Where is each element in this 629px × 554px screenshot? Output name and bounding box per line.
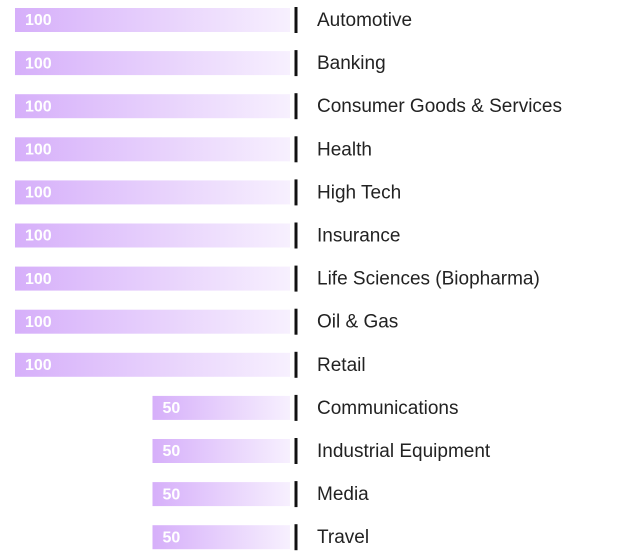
bar xyxy=(152,395,290,420)
category-label: Consumer Goods & Services xyxy=(317,96,562,117)
separator xyxy=(294,308,298,335)
value-label: 50 xyxy=(163,486,181,503)
category-label: High Tech xyxy=(317,182,401,203)
category-label: Health xyxy=(317,139,372,160)
bar xyxy=(15,94,290,119)
separator xyxy=(294,351,298,378)
value-label: 100 xyxy=(25,98,52,115)
separator xyxy=(294,7,298,33)
value-label: 100 xyxy=(25,228,52,245)
category-label: Automotive xyxy=(317,10,412,31)
category-label: Media xyxy=(317,484,369,505)
bar xyxy=(15,137,290,162)
category-label: Communications xyxy=(317,398,459,419)
value-label: 100 xyxy=(25,185,52,202)
separator xyxy=(294,265,298,292)
separator xyxy=(294,524,298,551)
value-label: 100 xyxy=(25,271,52,288)
category-label: Industrial Equipment xyxy=(317,441,491,462)
separator xyxy=(294,179,298,206)
bar xyxy=(152,482,290,507)
separator xyxy=(294,438,298,464)
value-label: 100 xyxy=(25,12,52,29)
category-label: Travel xyxy=(317,527,369,548)
separator xyxy=(294,50,298,77)
value-label: 100 xyxy=(25,142,52,159)
bar xyxy=(15,266,290,291)
category-label: Insurance xyxy=(317,226,400,247)
bar xyxy=(15,8,290,32)
category-label: Oil & Gas xyxy=(317,312,398,333)
bar xyxy=(15,352,290,377)
category-label: Retail xyxy=(317,355,366,376)
bar xyxy=(15,51,290,76)
value-label: 100 xyxy=(25,357,52,374)
bar xyxy=(152,525,290,550)
separator xyxy=(294,394,298,421)
bar xyxy=(15,309,290,334)
bar xyxy=(152,439,290,463)
separator xyxy=(294,481,298,508)
separator xyxy=(294,136,298,163)
value-label: 100 xyxy=(25,314,52,331)
separator xyxy=(294,222,298,249)
value-label: 50 xyxy=(163,400,181,417)
bar xyxy=(15,180,290,205)
category-label: Banking xyxy=(317,53,386,74)
value-label: 50 xyxy=(163,443,181,460)
bar xyxy=(15,223,290,248)
separator xyxy=(294,93,298,120)
category-label: Life Sciences (Biopharma) xyxy=(317,269,540,290)
value-label: 100 xyxy=(25,55,52,72)
value-label: 50 xyxy=(163,529,181,546)
